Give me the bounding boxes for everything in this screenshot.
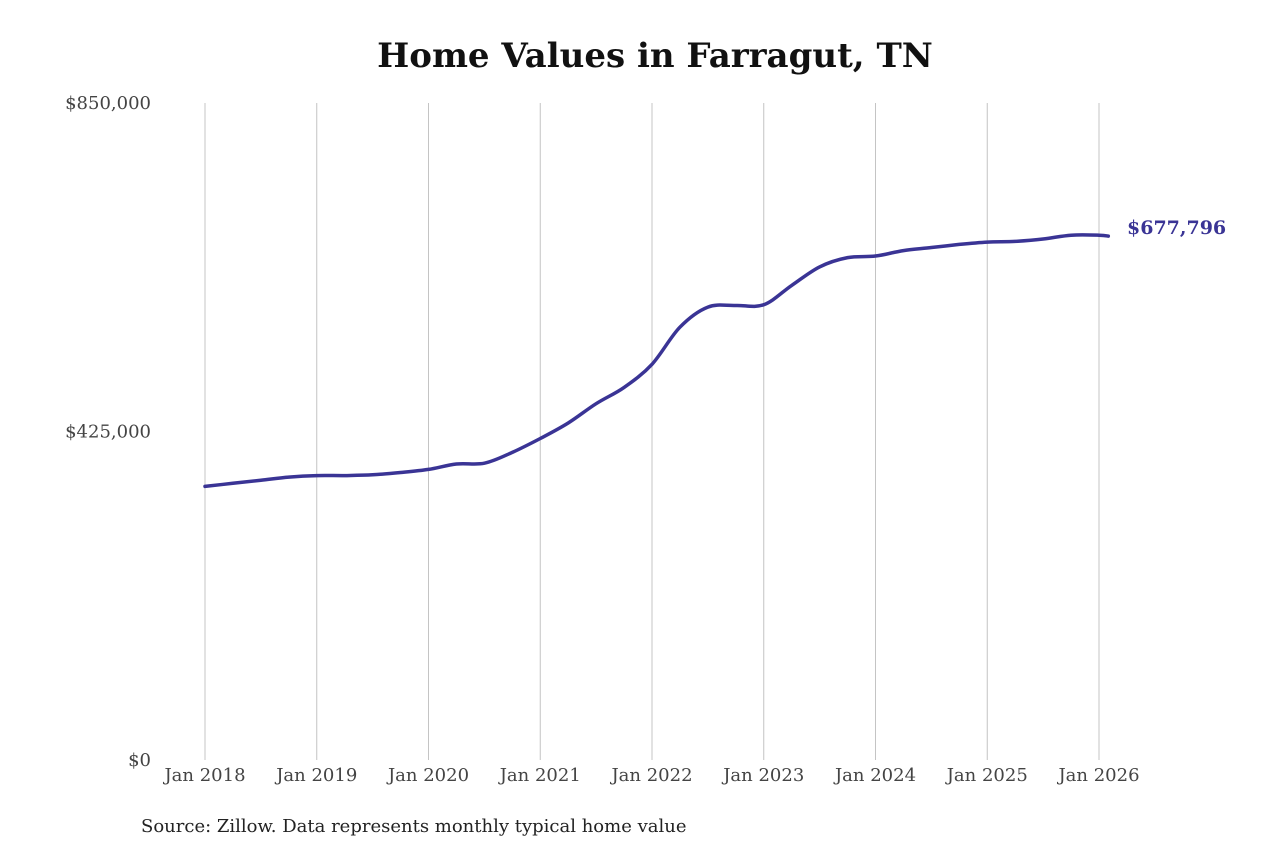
label-layer: $677,796 <box>1127 217 1226 239</box>
y-tick-label: $0 <box>128 750 151 771</box>
end-value-label: $677,796 <box>1127 217 1226 239</box>
series-line <box>203 233 1111 489</box>
x-tick-label: Jan 2023 <box>721 765 804 786</box>
x-tick-label: Jan 2026 <box>1056 765 1139 786</box>
source-note: Source: Zillow. Data represents monthly … <box>141 816 687 837</box>
x-tick-label: Jan 2022 <box>609 765 692 786</box>
x-axis-ticks: Jan 2018 Jan 2019 Jan 2020 Jan 2021 Jan 2022… <box>162 765 1139 786</box>
x-tick-label: Jan 2024 <box>833 765 916 786</box>
y-tick-label: $425,000 <box>65 422 151 443</box>
y-tick-label: $850,000 <box>65 93 151 114</box>
x-tick-label: Jan 2019 <box>274 765 357 786</box>
chart-title: Home Values in Farragut, TN <box>377 36 933 76</box>
series-layer <box>203 233 1111 489</box>
gridlines <box>204 103 1100 760</box>
x-tick-label: Jan 2020 <box>386 765 469 786</box>
x-tick-label: Jan 2021 <box>498 765 581 786</box>
x-tick-label: Jan 2018 <box>162 765 245 786</box>
y-axis-ticks: $0 $425,000 $850,000 <box>65 93 151 771</box>
x-tick-label: Jan 2025 <box>945 765 1028 786</box>
